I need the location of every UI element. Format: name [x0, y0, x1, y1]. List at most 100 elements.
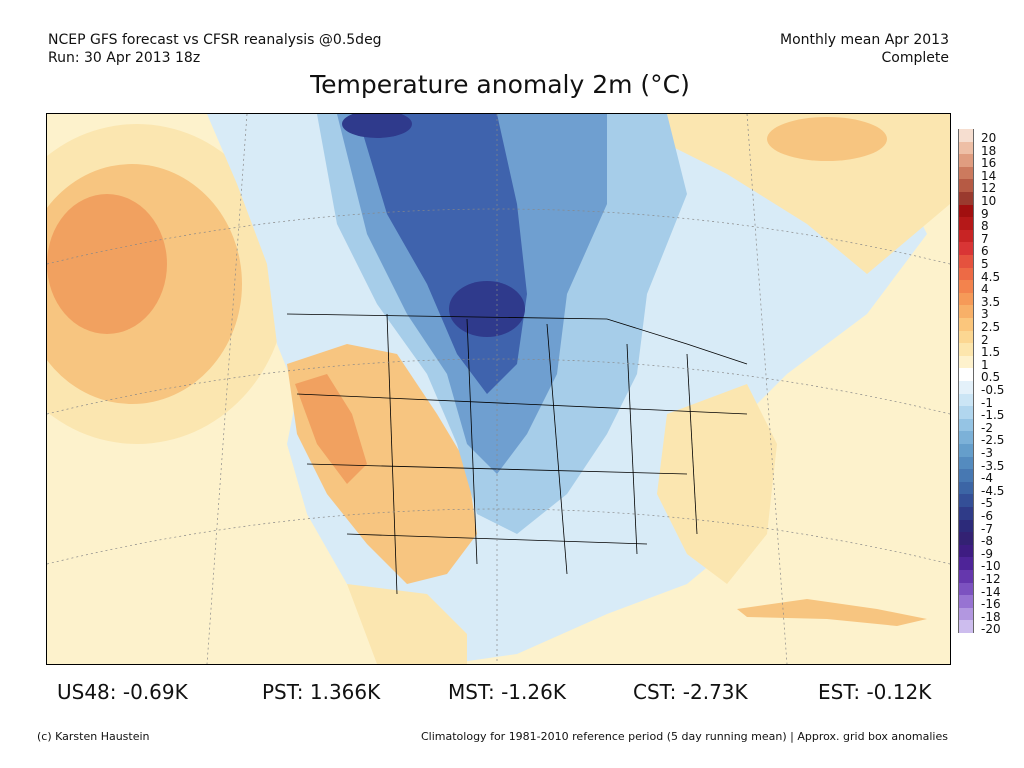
colorbar-segment	[958, 393, 974, 407]
colorbar-segment	[958, 595, 974, 608]
colorbar-label: 20	[981, 131, 997, 145]
colorbar-segment	[958, 406, 974, 419]
colorbar-label: -6	[981, 509, 993, 523]
colorbar-label: -10	[981, 559, 1001, 574]
colorbar-label: -12	[981, 572, 1001, 586]
colorbar-label: 10	[981, 194, 997, 208]
mexico-region	[347, 584, 467, 664]
colorbar-segment	[958, 444, 974, 457]
colorbar-label: -2.5	[981, 433, 1005, 448]
colorbar-label: -14	[981, 584, 1001, 599]
status-label: Complete	[881, 50, 949, 66]
colorbar-segment	[958, 154, 974, 167]
colorbar-segment	[958, 469, 974, 482]
colorbar-label: -20	[981, 622, 1001, 637]
colorbar-segment	[958, 129, 974, 142]
colorbar-label: 2	[981, 332, 989, 347]
colorbar-label: 18	[981, 143, 997, 158]
map-title: Temperature anomaly 2m (°C)	[310, 70, 690, 99]
colorbar-label: -0.5	[981, 383, 1005, 397]
colorbar-label: -9	[981, 546, 993, 561]
colorbar-label: -16	[981, 597, 1001, 612]
southeast-warm	[657, 384, 777, 584]
colorbar-label: 2.5	[981, 320, 1001, 334]
colorbar-segment	[958, 494, 974, 507]
arctic-cold-core	[342, 114, 412, 138]
run-time: Run: 30 Apr 2013 18z	[48, 50, 201, 66]
colorbar-label: 9	[981, 206, 989, 221]
anomaly-map	[46, 113, 951, 665]
colorbar-label: -4	[981, 471, 993, 486]
colorbar-label: -5	[981, 496, 993, 511]
colorbar-segment	[958, 431, 974, 444]
colorbar-segment	[958, 481, 974, 495]
colorbar-segment	[958, 192, 974, 205]
colorbar-label: -2	[981, 420, 993, 435]
colorbar-label: 3.5	[981, 294, 1001, 309]
colorbar-segment	[958, 544, 974, 558]
header-info-left: NCEP GFS forecast vs CFSR reanalysis @0.…	[48, 31, 382, 67]
colorbar-segment	[958, 368, 974, 381]
colorbar-label: 4.5	[981, 269, 1001, 284]
colorbar-segment	[958, 519, 974, 533]
colorbar-segment	[958, 229, 974, 243]
colorbar-segment	[958, 557, 974, 570]
colorbar-segment	[958, 292, 974, 306]
stat-mst: MST: -1.26K	[448, 680, 566, 704]
colorbar-label: -3.5	[981, 458, 1005, 473]
colorbar-segment	[958, 166, 974, 180]
stat-pst: PST: 1.366K	[262, 680, 381, 704]
colorbar-segment	[958, 570, 974, 583]
colorbar-strip	[958, 129, 974, 633]
colorbar-segment	[958, 141, 974, 155]
graticule	[47, 114, 950, 664]
colorbar-segment	[958, 582, 974, 596]
caribbean-islands	[737, 599, 927, 626]
colorbar-label: 7	[981, 231, 989, 246]
colorbar-segment	[958, 343, 974, 356]
colorbar-label: 14	[981, 168, 997, 183]
header-info-right: Monthly mean Apr 2013 Complete	[780, 31, 949, 67]
colorbar-label: 1	[981, 357, 989, 372]
stat-est: EST: -0.12K	[818, 680, 932, 704]
colorbar-label: -18	[981, 609, 1001, 624]
colorbar-segment	[958, 620, 974, 633]
colorbar-segment	[958, 255, 974, 268]
colorbar-segment	[958, 418, 974, 432]
prairie-cold-core	[449, 281, 525, 337]
colorbar-segment	[958, 607, 974, 621]
stat-us48: US48: -0.69K	[57, 680, 188, 704]
colorbar-label: 3	[981, 307, 989, 322]
colorbar-segment	[958, 507, 974, 520]
colorbar-segment	[958, 280, 974, 293]
colorbar-segment	[958, 330, 974, 344]
colorbar-label: -1	[981, 395, 993, 410]
colorbar-label: 8	[981, 219, 989, 234]
climatology-note: Climatology for 1981-2010 reference peri…	[421, 730, 948, 743]
colorbar-label: -7	[981, 521, 993, 536]
colorbar-segment	[958, 532, 974, 545]
colorbar-label: 1.5	[981, 345, 1001, 360]
colorbar-label: 0.5	[981, 370, 1001, 385]
colorbar-label: 5	[981, 257, 989, 271]
colorbar-label: -3	[981, 446, 993, 460]
copyright: (c) Karsten Haustein	[37, 730, 150, 743]
colorbar-label: 6	[981, 244, 989, 259]
greenland-warm-core	[767, 117, 887, 161]
colorbar-label: 12	[981, 181, 997, 196]
colorbar-segment	[958, 318, 974, 331]
map-canvas	[47, 114, 950, 664]
pacific-warm-peak	[47, 194, 167, 334]
colorbar-label: -8	[981, 534, 993, 549]
colorbar-label: -1.5	[981, 408, 1005, 423]
colorbar-label: -4.5	[981, 483, 1005, 498]
colorbar-segment	[958, 179, 974, 192]
colorbar-segment	[958, 381, 974, 394]
colorbar-label: 16	[981, 156, 997, 171]
period-label: Monthly mean Apr 2013	[780, 32, 949, 48]
colorbar-segment	[958, 204, 974, 218]
stat-cst: CST: -2.73K	[633, 680, 748, 704]
colorbar-segment	[958, 267, 974, 281]
colorbar-label: 4	[981, 282, 989, 297]
model-description: NCEP GFS forecast vs CFSR reanalysis @0.…	[48, 32, 382, 48]
